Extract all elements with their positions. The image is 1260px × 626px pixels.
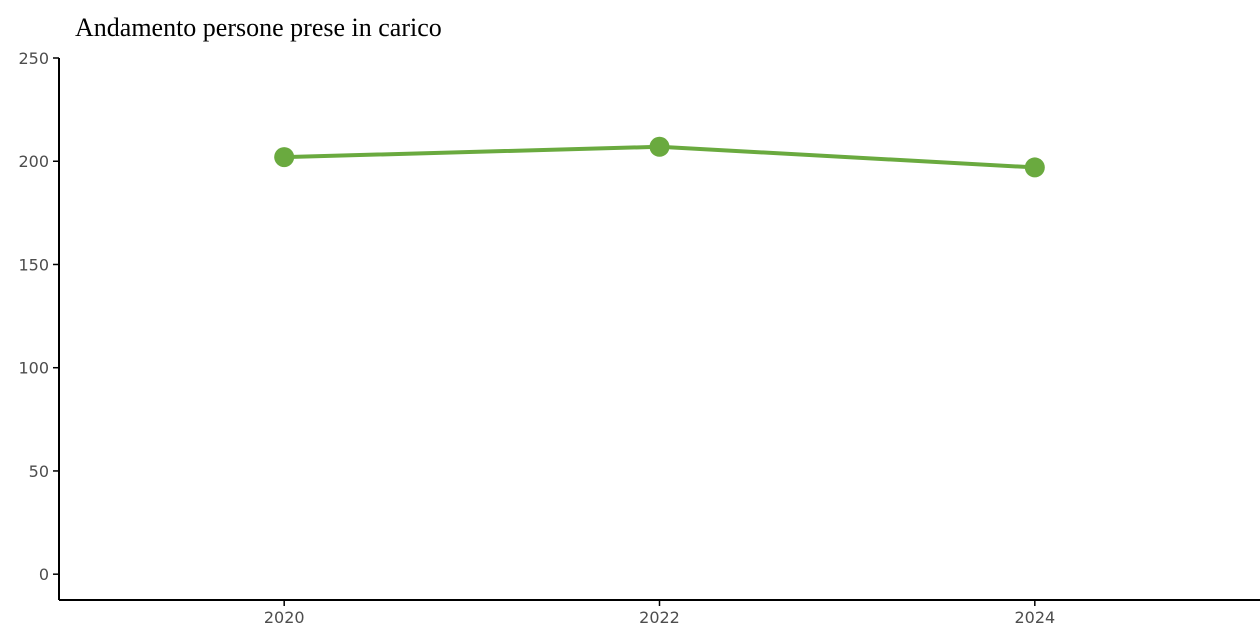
y-tick-label: 150 — [18, 255, 49, 274]
y-tick-label: 250 — [18, 49, 49, 68]
y-tick-label: 200 — [18, 152, 49, 171]
y-tick-label: 100 — [18, 359, 49, 378]
ticks: 0 50 100 150 200 250 2020 2022 2024 — [18, 49, 1055, 626]
chart-title: Andamento persone prese in carico — [75, 13, 442, 42]
data-point — [274, 147, 295, 168]
y-tick-label: 0 — [39, 565, 49, 584]
series — [274, 136, 1045, 178]
y-tick-label: 50 — [29, 462, 49, 481]
x-tick-label: 2024 — [1014, 608, 1055, 626]
data-point — [649, 136, 670, 157]
x-tick-label: 2022 — [639, 608, 680, 626]
data-point — [1024, 157, 1045, 178]
x-tick-label: 2020 — [264, 608, 305, 626]
